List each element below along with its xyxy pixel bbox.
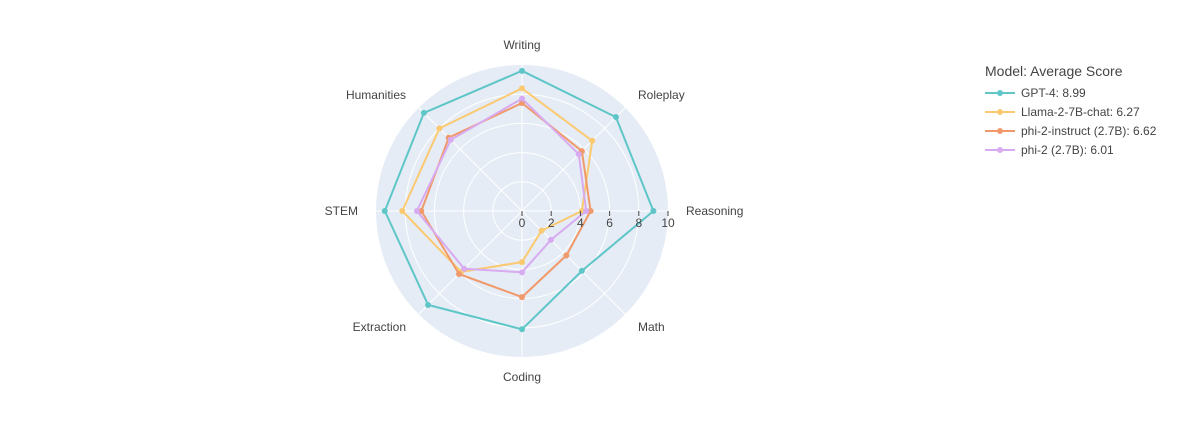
series-point [578,267,585,274]
legend-marker-icon [985,88,1015,98]
series-point [538,227,545,234]
series-point [589,137,596,144]
radial-tick-label: 0 [519,216,526,230]
series-point [519,259,525,266]
series-point [436,125,443,132]
category-label: Extraction [353,320,406,334]
series-point [447,136,454,143]
angular-gridline [418,210,523,315]
category-label: Coding [503,370,541,384]
legend-label: phi-2 (2.7B): 6.01 [1021,142,1114,157]
series-point [587,208,594,214]
series-point [381,208,388,214]
legend: Model: Average Score GPT-4: 8.99 Llama-2… [985,63,1156,159]
angular-gridline [521,210,626,315]
series-point [425,301,432,308]
legend-marker-icon [985,126,1015,136]
series-point [519,269,525,276]
category-label: STEM [325,204,358,218]
series-point [575,151,582,158]
radial-tick-label: 8 [635,216,642,230]
series-point [547,236,554,243]
legend-item-llama2[interactable]: Llama-2-7B-chat: 6.27 [985,102,1156,121]
category-label: Writing [503,38,540,52]
legend-label: Llama-2-7B-chat: 6.27 [1021,104,1140,119]
radial-tick-label: 10 [661,216,675,230]
series-point [519,67,525,74]
series-point [650,208,657,214]
radar-series [381,67,657,333]
series-point [456,270,463,277]
series-point [519,294,525,301]
legend-marker-icon [985,145,1015,155]
series-point [399,208,406,214]
series-point [519,95,525,102]
legend-label: phi-2-instruct (2.7B): 6.62 [1021,123,1157,138]
category-label: Roleplay [638,88,685,102]
series-point [418,208,425,214]
category-label: Reasoning [686,204,743,218]
angular-gridline [521,107,626,212]
category-label: Humanities [346,88,406,102]
legend-title: Model: Average Score [985,63,1123,79]
radar-labels: 0 2 4 6 8 10 Writing Roleplay Reasoning Math Codin… [325,38,744,384]
legend-item-gpt4[interactable]: GPT-4: 8.99 [985,83,1156,102]
radial-tick-label: 4 [577,216,584,230]
series-point [612,114,619,121]
radial-tick-label: 6 [606,216,613,230]
legend-label: GPT-4: 8.99 [1021,85,1086,100]
series-point [583,208,590,214]
series-point [519,326,525,333]
legend-item-phi2[interactable]: phi-2 (2.7B): 6.01 [985,140,1156,159]
series-point [413,208,420,214]
angular-gridline [418,107,523,212]
legend-marker-icon [985,107,1015,117]
legend-item-phi2-instruct[interactable]: phi-2-instruct (2.7B): 6.62 [985,121,1156,140]
category-label: Math [638,320,665,334]
series-point [420,109,427,116]
radial-tick-label: 2 [548,216,555,230]
series-point [461,265,468,272]
series-point [519,85,525,92]
series-point [563,252,570,259]
